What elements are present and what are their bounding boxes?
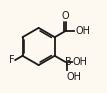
Text: F: F: [9, 55, 15, 65]
Text: OH: OH: [76, 26, 91, 36]
Text: OH: OH: [67, 72, 82, 82]
Text: O: O: [61, 11, 69, 21]
Text: OH: OH: [72, 57, 87, 67]
Text: B: B: [65, 57, 72, 67]
